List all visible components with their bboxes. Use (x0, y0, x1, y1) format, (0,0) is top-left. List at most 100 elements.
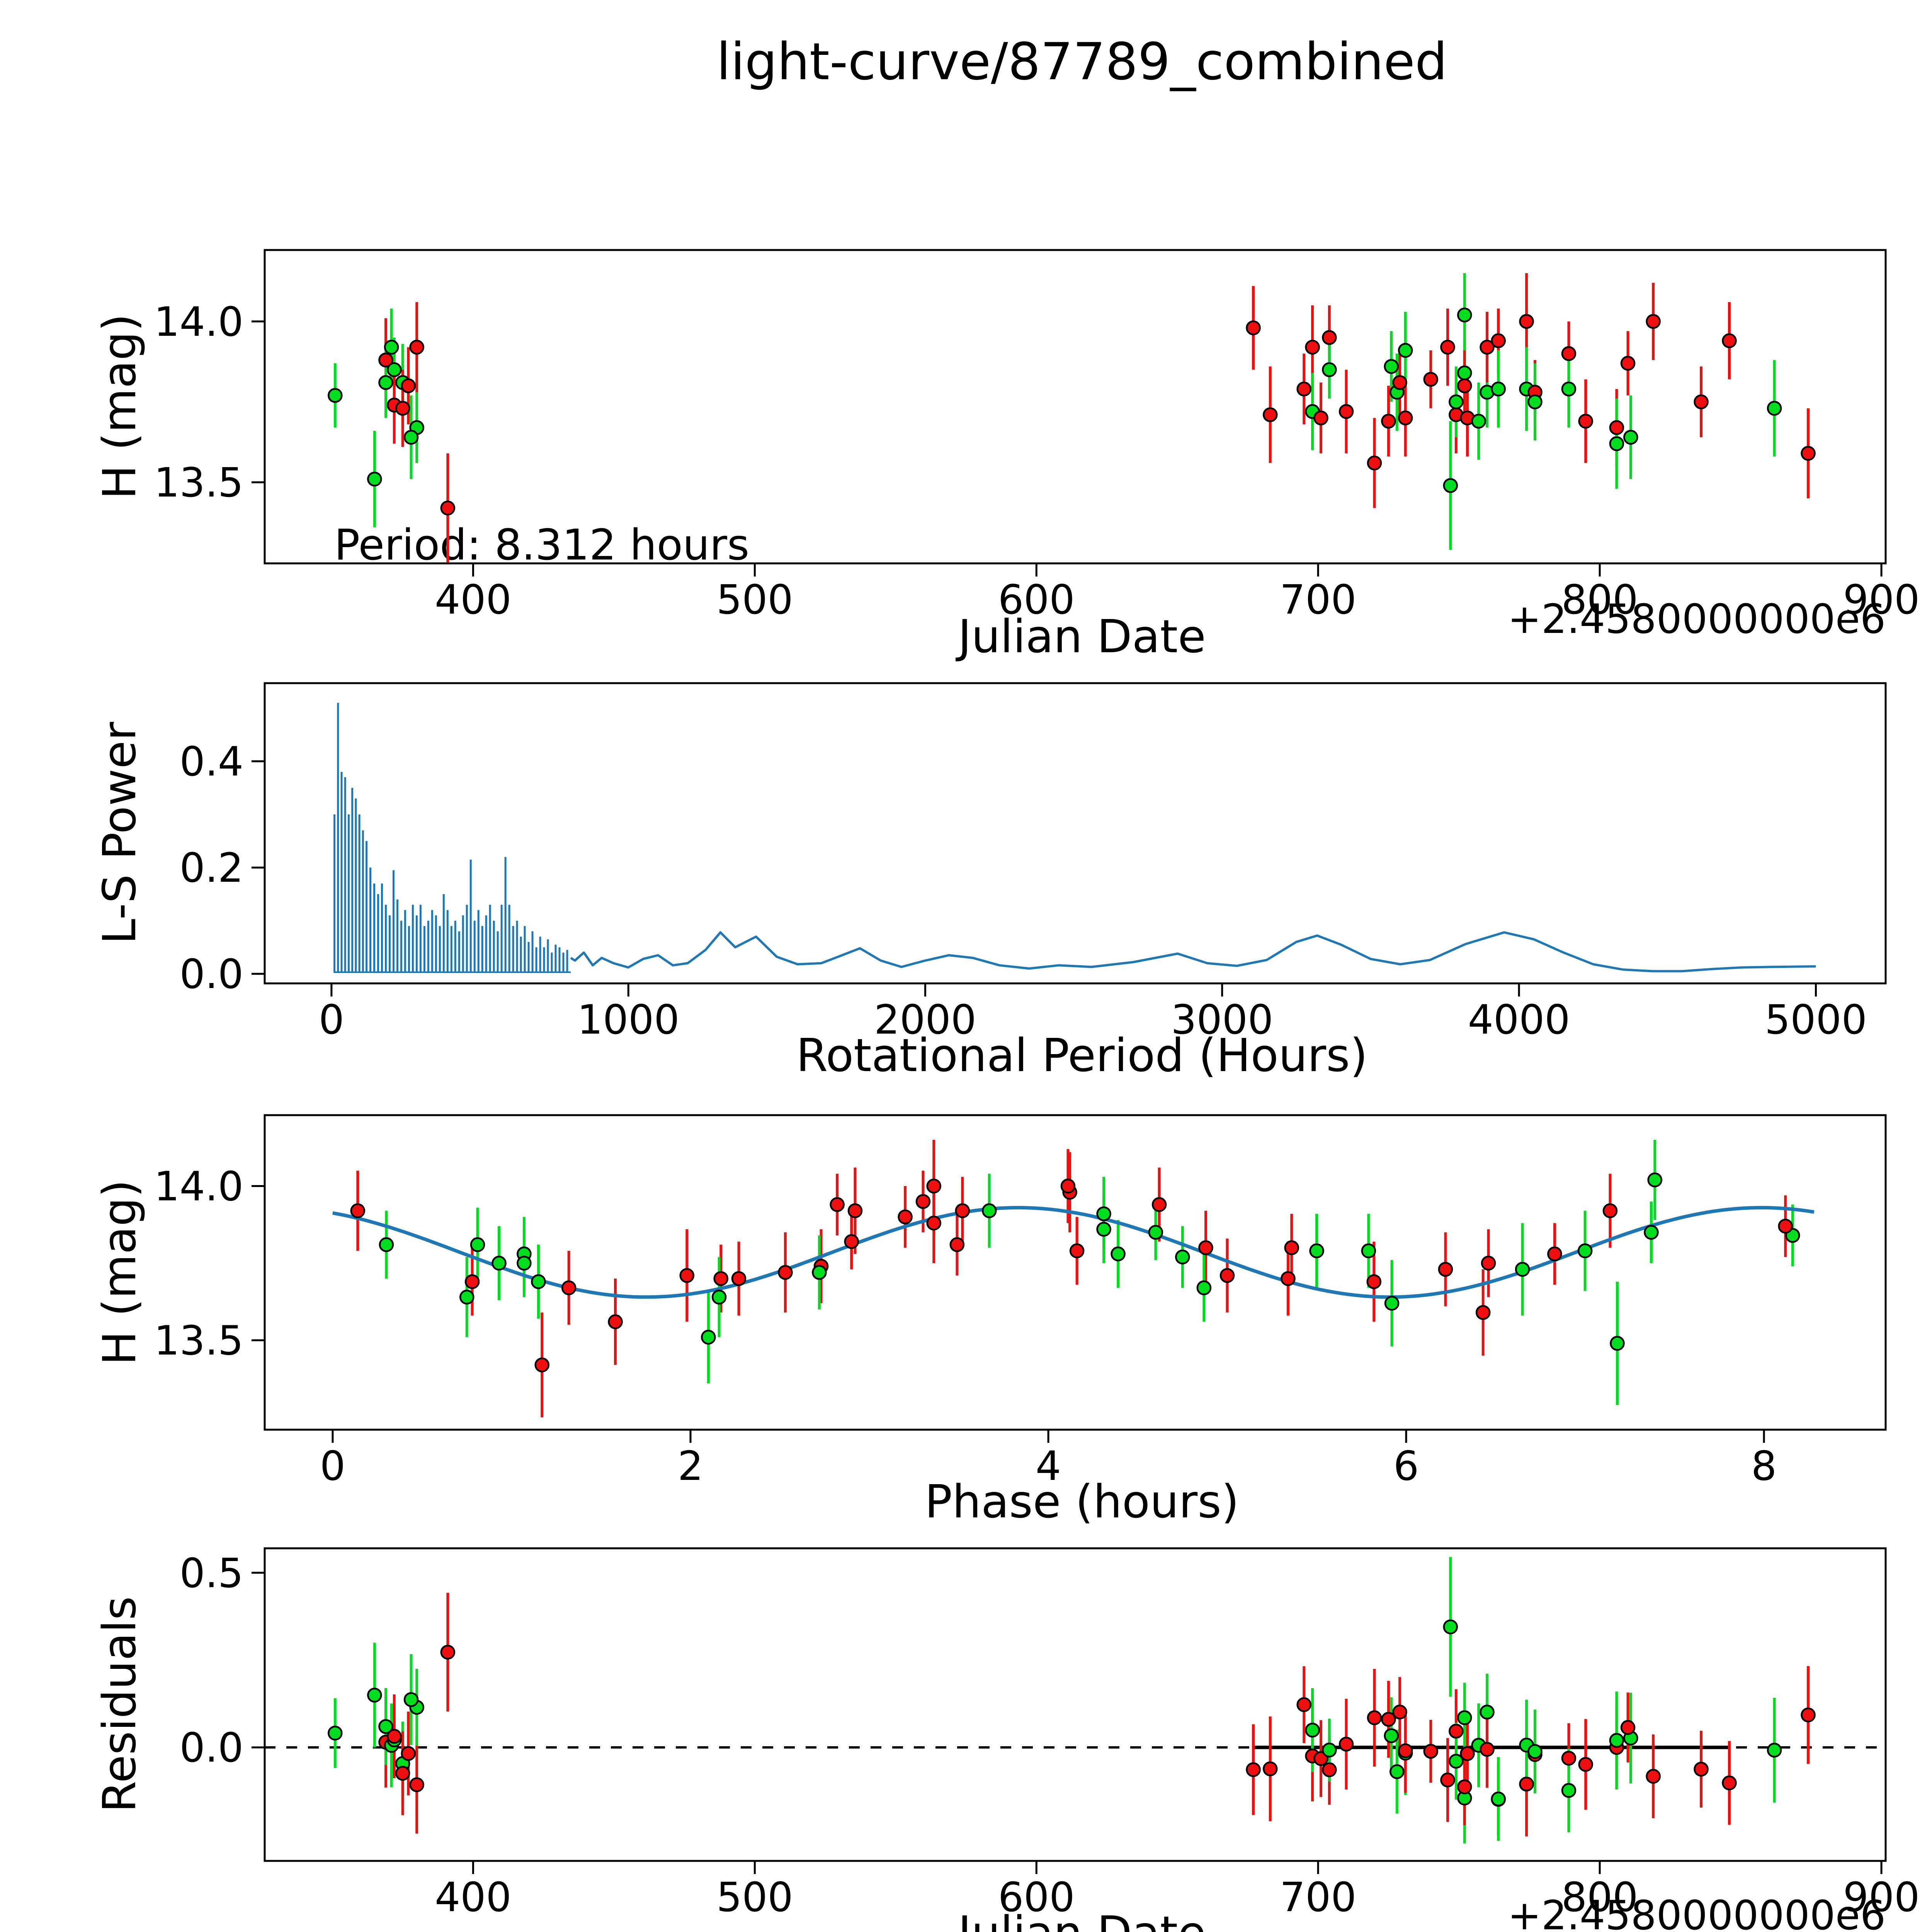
data-point (1175, 1249, 1190, 1265)
data-point (915, 1194, 931, 1209)
data-point (1561, 1750, 1577, 1766)
data-point (1246, 320, 1261, 335)
data-point (1457, 378, 1472, 393)
data-point (327, 388, 343, 403)
x-tick-label: 0 (320, 1442, 345, 1490)
data-point (1480, 1742, 1495, 1757)
data-point (1457, 1779, 1472, 1794)
data-point (409, 1777, 424, 1793)
axes-3-frame (264, 1114, 1887, 1431)
data-point (1322, 1762, 1337, 1777)
data-point (1322, 362, 1337, 377)
data-point (1620, 1720, 1636, 1735)
data-point (1449, 1723, 1464, 1739)
data-point (679, 1268, 694, 1283)
data-point (713, 1271, 728, 1286)
data-point (1392, 1704, 1407, 1719)
data-point (1578, 413, 1593, 429)
data-point (1767, 1743, 1782, 1758)
x-tick-label: 600 (998, 576, 1075, 623)
data-point (1646, 1769, 1661, 1784)
data-point (1398, 410, 1413, 425)
data-point (459, 1289, 474, 1305)
data-point (1460, 1746, 1475, 1761)
axis3-xlabel: Phase (hours) (925, 1475, 1239, 1528)
axis3-ylabel: H (mag) (93, 1180, 146, 1365)
data-point (1246, 1762, 1261, 1777)
data-point (1767, 401, 1782, 416)
data-point (701, 1330, 716, 1345)
data-point (1609, 1733, 1624, 1748)
data-point (1384, 1296, 1400, 1311)
data-point (1646, 314, 1661, 329)
data-point (401, 378, 416, 393)
data-point (1515, 1262, 1530, 1277)
x-tick-label: 900 (1843, 1874, 1920, 1921)
figure-title: light-curve/87789_combined (716, 32, 1447, 92)
data-point (1381, 1712, 1396, 1727)
data-point (1305, 1723, 1320, 1738)
data-point (1647, 1172, 1662, 1187)
data-point (1547, 1246, 1562, 1262)
x-tick-label: 6 (1393, 1442, 1419, 1490)
y-tick-label: 0.0 (180, 951, 243, 998)
data-point (1578, 1757, 1593, 1772)
x-tick-label: 400 (435, 1874, 512, 1921)
data-point (1475, 1305, 1491, 1320)
data-point (1577, 1243, 1593, 1259)
data-point (561, 1280, 577, 1296)
data-point (926, 1179, 941, 1194)
data-point (898, 1209, 913, 1225)
data-point (1561, 1783, 1577, 1798)
data-point (1281, 1271, 1296, 1286)
data-point (981, 1203, 997, 1218)
data-point (367, 1687, 382, 1703)
data-point (1602, 1203, 1618, 1218)
axis4-xlabel: Julian Date (955, 1906, 1206, 1932)
data-point (1398, 1743, 1413, 1759)
data-point (1338, 1736, 1354, 1752)
data-point (1381, 413, 1396, 429)
data-point (1263, 407, 1278, 422)
data-point (403, 1692, 419, 1707)
data-point (812, 1265, 827, 1280)
y-tick-label: 0.2 (180, 844, 243, 891)
data-point (403, 430, 419, 445)
y-tick-label: 0.0 (180, 1724, 243, 1771)
data-point (378, 352, 393, 368)
axes-4-frame (264, 1547, 1887, 1862)
data-point (1620, 355, 1636, 371)
data-point (1438, 1262, 1453, 1277)
data-point (830, 1197, 845, 1212)
data-point (1644, 1225, 1659, 1240)
data-point (778, 1265, 793, 1280)
x-tick-label: 5000 (1765, 996, 1867, 1043)
data-point (350, 1203, 366, 1218)
axes-4: 400 500 600 700 800 900 0.5 0.0 (180, 1547, 1920, 1921)
data-point (367, 471, 382, 487)
data-point (1457, 307, 1472, 323)
x-tick-label: 700 (1280, 1874, 1357, 1921)
data-point (1471, 413, 1486, 429)
data-point (1423, 372, 1439, 387)
data-point (1389, 1764, 1405, 1779)
data-point (395, 1766, 410, 1781)
data-point (1527, 394, 1543, 410)
data-point (534, 1357, 549, 1372)
data-point (470, 1237, 485, 1252)
x-tick-label: 400 (435, 576, 512, 623)
data-point (1111, 1246, 1126, 1262)
data-point (1480, 340, 1495, 355)
data-point (1519, 1776, 1534, 1792)
data-point (1219, 1268, 1235, 1283)
x-tick-label: 1000 (577, 996, 680, 1043)
data-point (844, 1234, 859, 1249)
data-point (464, 1274, 480, 1289)
axis1-ylabel: H (mag) (93, 314, 146, 499)
data-point (949, 1237, 965, 1252)
data-point (1480, 1704, 1495, 1720)
data-point (1313, 410, 1328, 425)
data-point (1561, 346, 1577, 361)
data-point (1443, 1619, 1458, 1634)
